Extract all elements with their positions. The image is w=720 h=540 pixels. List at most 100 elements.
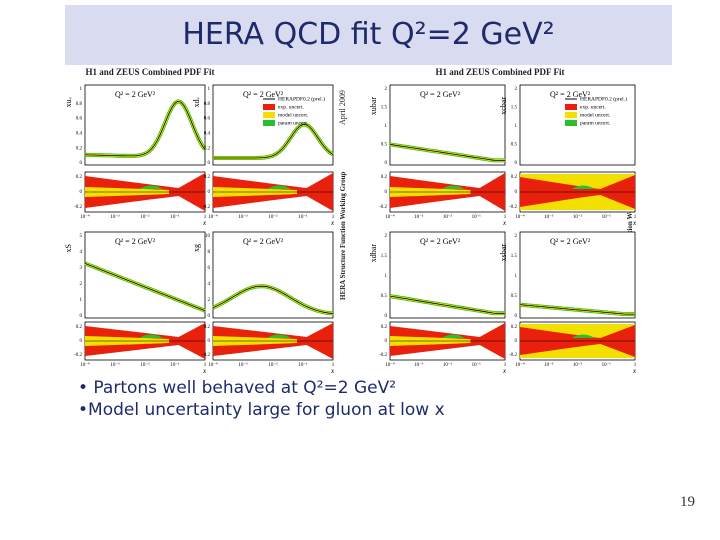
y-tick-label: 1 — [515, 124, 518, 129]
x-tick-label: 10⁻³ — [238, 214, 248, 220]
y-tick-label: 0.5 — [511, 294, 518, 299]
y-tick-label: 2 — [208, 298, 211, 303]
y-tick-label: 0 — [385, 314, 388, 319]
ratio-tick-label: 0 — [208, 339, 211, 344]
legend-swatch — [565, 112, 577, 118]
panel-label: xS — [64, 244, 73, 252]
legend-entry: model uncert. — [278, 112, 309, 118]
x-axis-label: x — [502, 219, 507, 227]
x-tick-label: 10⁻¹ — [298, 362, 308, 368]
x-tick-label: 10⁻¹ — [170, 362, 180, 368]
panel-label: xg — [192, 244, 201, 252]
ratio-tick-label: 0.2 — [76, 175, 83, 180]
y-tick-label: 0.8 — [204, 102, 211, 107]
central-curve — [519, 304, 635, 315]
y-tick-label: 1 — [385, 274, 388, 279]
x-tick-label: 10⁻² — [140, 362, 150, 368]
bullet: •Model uncertainty large for gluon at lo… — [78, 400, 445, 420]
x-tick-label: 10⁻¹ — [170, 214, 180, 220]
page-number: 19 — [680, 494, 695, 510]
legend-swatch — [263, 104, 275, 110]
x-tick-label: 10⁻⁴ — [80, 362, 90, 368]
ratio-tick-label: 0.2 — [76, 325, 83, 330]
x-axis-label: x — [330, 367, 335, 375]
y-tick-label: 0.4 — [76, 132, 83, 137]
panel-label: xcbar — [499, 97, 508, 115]
central-curve — [84, 263, 206, 312]
ratio-tick-label: -0.2 — [379, 205, 387, 210]
x-tick-label: 10⁻² — [268, 214, 278, 220]
y-tick-label: 0 — [208, 314, 211, 319]
ratio-tick-label: 0 — [208, 190, 211, 195]
y-tick-label: 0 — [80, 314, 83, 319]
legend-entry: HERAPDF0.2 (prel.) — [580, 95, 627, 102]
x-tick-label: 10⁻² — [573, 214, 583, 220]
y-tick-label: 0.6 — [76, 117, 83, 122]
x-tick-label: 10⁻² — [443, 214, 453, 220]
figures: H1 and ZEUS Combined PDF Fit HERA Structu… — [64, 67, 637, 375]
legend-entry: exp. uncert. — [278, 104, 304, 110]
y-tick-label: 0.6 — [204, 117, 211, 122]
ratio-tick-label: 0 — [80, 190, 83, 195]
scale-label: Q² = 2 GeV² — [243, 237, 284, 246]
panel-label: xdbar — [369, 244, 378, 263]
x-tick-label: 1 — [634, 215, 637, 220]
central-curve — [212, 285, 333, 314]
title-box: HERA QCD fit Q²=2 GeV² — [65, 5, 672, 65]
ratio-tick-label: -0.2 — [202, 353, 210, 358]
x-axis-label: x — [632, 219, 637, 227]
x-tick-label: 10⁻⁴ — [208, 214, 218, 220]
central-curve — [389, 295, 505, 314]
ratio-tick-label: 0 — [385, 339, 388, 344]
scale-label: Q² = 2 GeV² — [243, 90, 284, 99]
y-tick-label: 0 — [515, 314, 518, 319]
x-tick-label: 10⁻⁴ — [208, 362, 218, 368]
x-tick-label: 10⁻² — [268, 362, 278, 368]
x-tick-label: 10⁻² — [140, 214, 150, 220]
x-tick-label: 1 — [204, 215, 207, 220]
y-tick-label: 0 — [515, 161, 518, 166]
legend-swatch — [565, 104, 577, 110]
legend-entry: model uncert. — [580, 112, 611, 118]
y-tick-label: 4 — [80, 250, 83, 255]
y-tick-label: 1.5 — [511, 254, 518, 259]
panel-label: xuᵥ — [64, 96, 73, 107]
x-tick-label: 10⁻¹ — [298, 214, 308, 220]
x-axis-label: x — [632, 367, 637, 375]
y-tick-label: 1.5 — [511, 106, 518, 111]
param-band — [441, 334, 465, 338]
y-tick-label: 2 — [385, 87, 388, 92]
y-tick-label: 1 — [385, 124, 388, 129]
x-tick-label: 10⁻³ — [544, 362, 554, 368]
y-tick-label: 4 — [208, 282, 211, 287]
ratio-tick-label: 0.2 — [511, 175, 518, 180]
y-tick-label: 0 — [385, 161, 388, 166]
central-curve — [213, 124, 334, 159]
legend-swatch — [263, 112, 275, 118]
y-tick-label: 6 — [208, 266, 211, 271]
scale-label: Q² = 2 GeV² — [550, 237, 591, 246]
y-tick-label: 10 — [205, 234, 211, 239]
central-curve — [84, 100, 206, 157]
date-label: April 2009 — [338, 90, 347, 125]
ratio-tick-label: 0.2 — [511, 325, 518, 330]
param-band — [571, 334, 595, 338]
legend-entry: param uncert. — [580, 120, 611, 126]
legend-swatch — [565, 120, 577, 126]
ratio-tick-label: -0.2 — [509, 353, 517, 358]
param-band — [571, 185, 595, 189]
ratio-tick-label: 0.2 — [204, 175, 211, 180]
x-tick-label: 1 — [332, 363, 335, 368]
scale-label: Q² = 2 GeV² — [420, 237, 461, 246]
x-axis-label: x — [330, 219, 335, 227]
plot-frame — [212, 231, 334, 319]
ratio-tick-label: -0.2 — [509, 205, 517, 210]
panel-label: xubar — [369, 97, 378, 116]
y-tick-label: 0.5 — [381, 294, 388, 299]
y-tick-label: 1 — [80, 298, 83, 303]
y-tick-label: 1 — [515, 274, 518, 279]
y-tick-label: 0.2 — [76, 146, 83, 151]
plot-frame — [519, 84, 636, 166]
y-tick-label: 0.8 — [76, 102, 83, 107]
x-tick-label: 10⁻⁴ — [515, 214, 525, 220]
